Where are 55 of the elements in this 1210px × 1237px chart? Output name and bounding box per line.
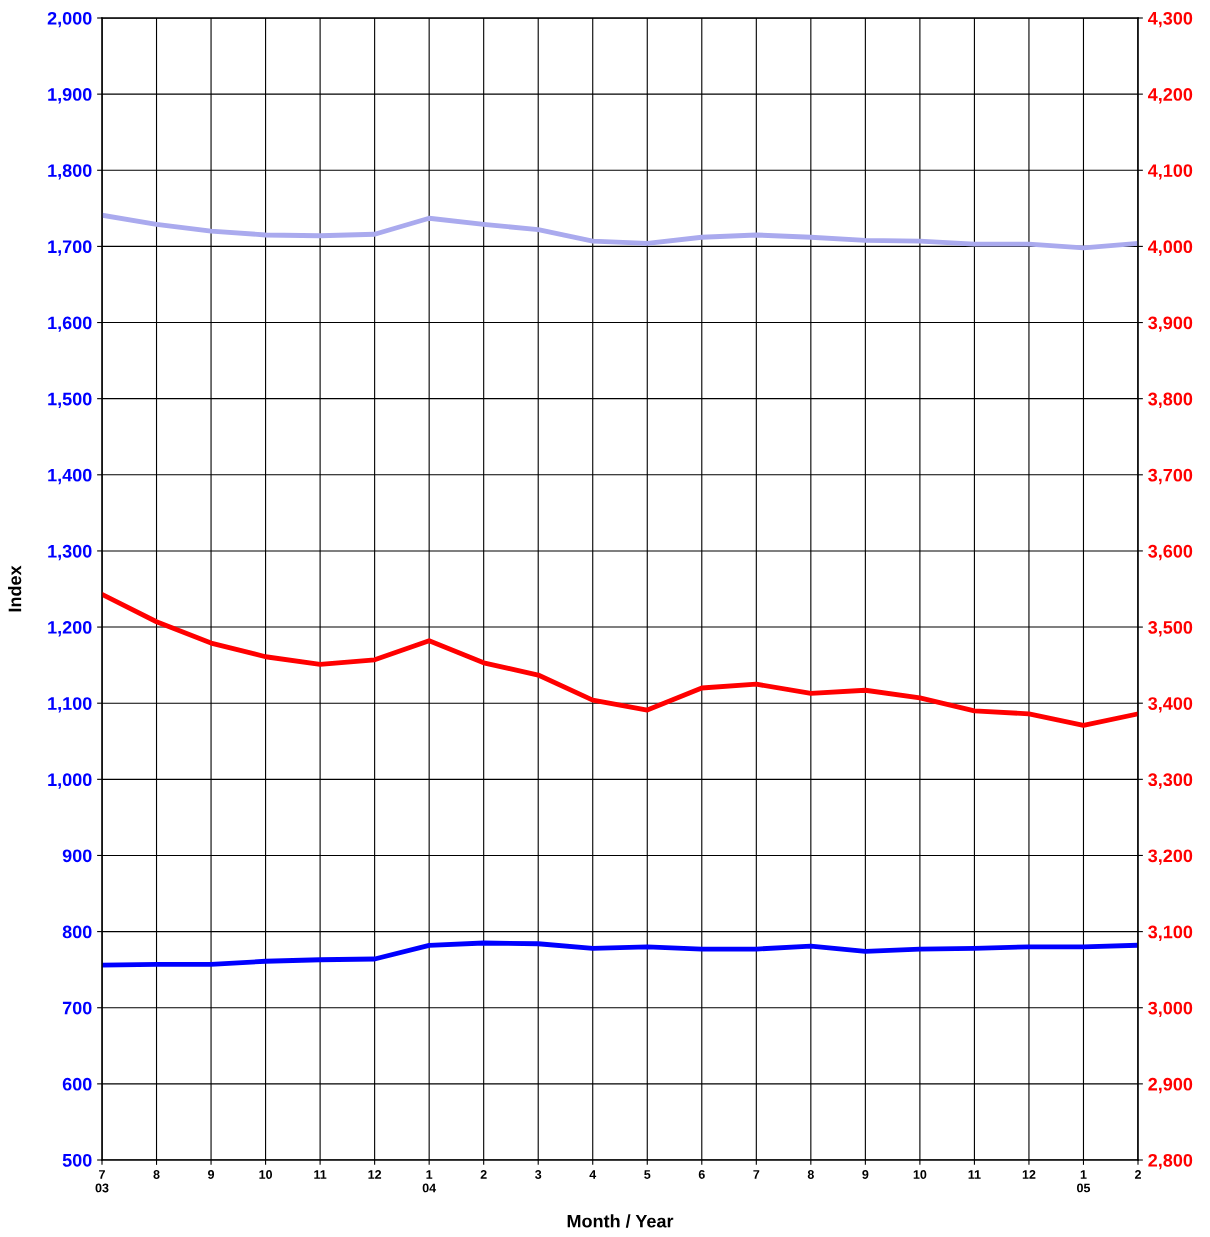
- y-tick-label: 700: [62, 1001, 92, 1015]
- y2-tick-label: 3,300: [1148, 773, 1193, 789]
- x-tick-label: 7: [753, 1170, 760, 1179]
- x-tick-label: 1 04: [422, 1170, 437, 1193]
- x-tick-label: 6: [698, 1170, 705, 1179]
- y2-tick-label: 3,600: [1148, 544, 1193, 561]
- y2-tick-label: 3,800: [1148, 392, 1193, 408]
- y-axis-title: Index: [8, 565, 22, 612]
- x-tick-label: 11: [314, 1170, 327, 1179]
- y2-tick-label: 4,000: [1148, 240, 1193, 256]
- line-series: [102, 940, 1138, 968]
- y-tick-label: 600: [62, 1077, 92, 1091]
- y2-tick-label: 2,900: [1148, 1077, 1193, 1094]
- y2-tick-label: 4,100: [1148, 164, 1193, 180]
- x-tick-label: 2: [480, 1170, 487, 1179]
- x-tick-label: 3: [535, 1170, 542, 1179]
- y2-tick-label: 3,400: [1148, 697, 1193, 713]
- x-tick-label: 7 03: [95, 1170, 109, 1193]
- y-tick-label: 1,300: [48, 544, 92, 561]
- y-tick-label: 1,800: [48, 164, 92, 180]
- y-tick-label: 1,000: [48, 773, 92, 789]
- x-tick-label: 9: [208, 1170, 215, 1179]
- y2-tick-label: 4,300: [1148, 11, 1193, 28]
- y2-tick-label: 3,700: [1148, 468, 1193, 485]
- x-tick-label: 8: [153, 1170, 160, 1179]
- x-tick-label: 11: [968, 1170, 981, 1179]
- x-tick-label: 12: [1022, 1170, 1036, 1179]
- y2-tick-label: 3,200: [1148, 849, 1193, 865]
- x-tick-label: 9: [862, 1170, 869, 1179]
- y-tick-label: 500: [62, 1153, 92, 1167]
- y2-tick-label: 4,200: [1148, 88, 1193, 104]
- x-tick-label: 12: [368, 1170, 382, 1179]
- y-tick-label: 1,200: [48, 621, 92, 637]
- y-tick-label: 2,000: [47, 11, 92, 28]
- y2-tick-label: 3,500: [1148, 621, 1193, 637]
- y-tick-label: 800: [62, 925, 92, 939]
- x-tick-label: 1 05: [1077, 1170, 1091, 1193]
- y-tick-label: 1,400: [48, 468, 92, 485]
- x-axis-title: Month / Year: [567, 1214, 674, 1228]
- x-tick-label: 10: [913, 1170, 927, 1179]
- x-tick-label: 2: [1134, 1170, 1141, 1179]
- x-tick-label: 5: [644, 1170, 651, 1179]
- y-tick-label: 1,700: [48, 240, 92, 256]
- y-tick-label: 1,900: [48, 88, 92, 104]
- y-tick-label: 900: [62, 849, 92, 863]
- y2-tick-label: 3,000: [1148, 1001, 1193, 1018]
- x-tick-label: 4: [589, 1170, 597, 1179]
- x-tick-label: 8: [807, 1170, 814, 1179]
- y-tick-label: 1,100: [48, 697, 92, 713]
- y-tick-label: 1,600: [48, 316, 92, 332]
- y2-tick-label: 3,100: [1148, 925, 1193, 941]
- y2-tick-label: 2,800: [1148, 1153, 1193, 1170]
- x-tick-label: 10: [259, 1170, 273, 1179]
- y-tick-label: 1,500: [48, 392, 92, 408]
- y2-tick-label: 3,900: [1148, 316, 1193, 332]
